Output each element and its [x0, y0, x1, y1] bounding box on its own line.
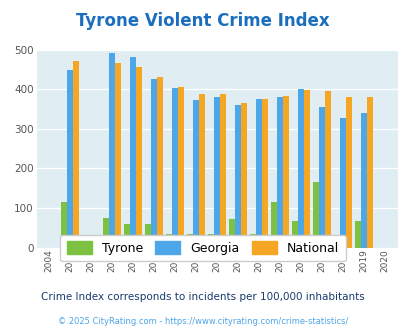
Bar — [262, 99, 267, 248]
Bar — [339, 117, 345, 248]
Bar — [172, 88, 178, 248]
Bar — [271, 202, 277, 248]
Bar — [234, 105, 241, 248]
Bar — [292, 220, 298, 248]
Bar — [115, 63, 121, 248]
Bar — [130, 57, 136, 248]
Text: Crime Index corresponds to incidents per 100,000 inhabitants: Crime Index corresponds to incidents per… — [41, 292, 364, 302]
Bar — [250, 234, 256, 248]
Bar — [324, 91, 330, 248]
Text: Tyrone Violent Crime Index: Tyrone Violent Crime Index — [76, 13, 329, 30]
Bar — [360, 113, 366, 248]
Bar — [61, 202, 67, 248]
Bar — [366, 97, 372, 248]
Bar — [103, 218, 109, 248]
Bar — [145, 224, 151, 248]
Bar — [256, 99, 262, 248]
Bar — [214, 97, 220, 248]
Bar — [313, 182, 318, 248]
Bar — [282, 96, 288, 248]
Bar — [109, 53, 115, 248]
Bar — [229, 218, 235, 248]
Text: © 2025 CityRating.com - https://www.cityrating.com/crime-statistics/: © 2025 CityRating.com - https://www.city… — [58, 317, 347, 326]
Bar — [198, 94, 205, 248]
Legend: Tyrone, Georgia, National: Tyrone, Georgia, National — [60, 235, 345, 261]
Bar — [318, 107, 324, 248]
Bar — [67, 70, 73, 248]
Bar — [277, 97, 282, 248]
Bar — [303, 90, 309, 248]
Bar — [136, 67, 142, 248]
Bar — [345, 97, 351, 248]
Bar — [193, 100, 198, 248]
Bar — [124, 224, 130, 248]
Bar — [298, 89, 303, 248]
Bar — [151, 79, 157, 248]
Bar — [187, 234, 193, 248]
Bar — [354, 220, 360, 248]
Bar — [334, 242, 339, 248]
Bar — [166, 234, 172, 248]
Bar — [178, 87, 183, 248]
Bar — [241, 103, 246, 248]
Bar — [73, 61, 79, 248]
Bar — [220, 94, 226, 248]
Bar — [157, 77, 162, 248]
Bar — [208, 234, 214, 248]
